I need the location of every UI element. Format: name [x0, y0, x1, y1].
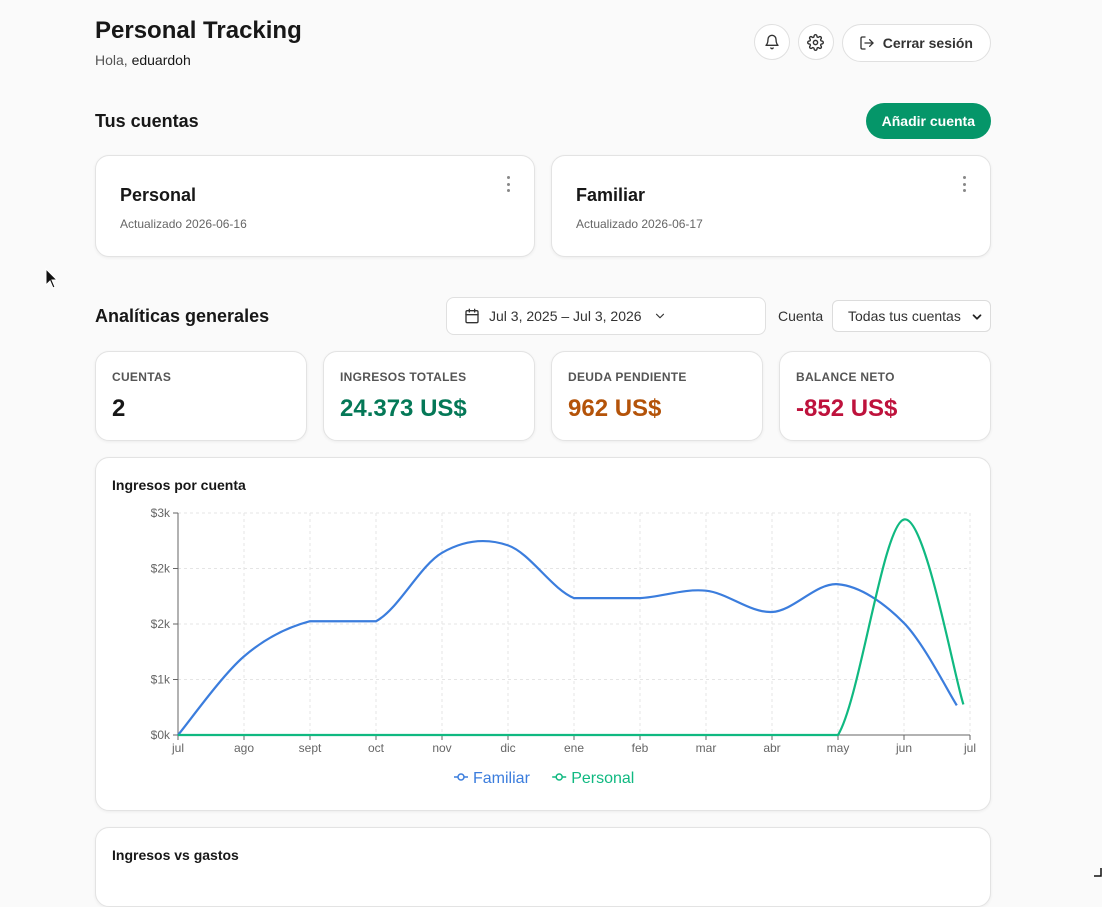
x-tick-label: nov	[432, 741, 451, 755]
y-tick-label: $0k	[151, 728, 171, 742]
account-filter-select[interactable]: Todas tus cuentas	[832, 300, 991, 332]
account-name: Personal	[120, 185, 197, 205]
chevron-down-icon	[655, 313, 664, 319]
x-tick-label: jun	[895, 741, 912, 755]
x-tick-label: abr	[763, 741, 780, 755]
settings-button[interactable]	[797, 24, 834, 60]
stat-value: 24.373 US$	[340, 395, 467, 422]
account-filter-value: Todas tus cuentas	[848, 308, 961, 324]
income-by-account-chart: $0k $1k $2k $2k $3k jul ago sept oct nov dic ene feb…	[151, 506, 976, 787]
page-title: Personal Tracking	[95, 17, 302, 44]
stat-card-accounts: CUENTAS 2	[95, 351, 307, 441]
date-range-picker[interactable]: Jul 3, 2025 – Jul 3, 2026	[446, 297, 766, 335]
account-filter-label: Cuenta	[778, 308, 824, 324]
legend-marker-dot	[555, 773, 563, 781]
logout-label: Cerrar sesión	[882, 35, 973, 51]
stat-label: INGRESOS TOTALES	[340, 370, 467, 384]
x-tick-label: jul	[963, 741, 976, 755]
stat-label: DEUDA PENDIENTE	[568, 370, 687, 384]
add-account-button[interactable]: Añadir cuenta	[865, 103, 991, 139]
x-tick-label: feb	[632, 741, 649, 755]
legend-label: Personal	[571, 770, 634, 787]
bell-icon	[765, 34, 779, 50]
stat-card-total-income: INGRESOS TOTALES 24.373 US$	[323, 351, 535, 441]
more-vertical-icon[interactable]	[504, 176, 512, 192]
y-tick-label: $2k	[151, 562, 171, 576]
accounts-grid: Personal Actualizado 2026-06-16 Familiar…	[95, 155, 991, 257]
gear-icon	[807, 33, 825, 51]
account-name: Familiar	[576, 185, 646, 205]
stat-value: -852 US$	[796, 395, 898, 422]
date-range-value: Jul 3, 2025 – Jul 3, 2026	[489, 308, 642, 324]
logout-icon	[860, 36, 874, 50]
legend-marker-dot	[457, 773, 465, 781]
chart-title: Ingresos vs gastos	[112, 847, 239, 863]
account-updated: Actualizado 2026-06-16	[120, 217, 247, 231]
analytics-header: Analíticas generales Jul 3, 2025 – Jul 3…	[95, 297, 991, 335]
stat-value: 2	[112, 395, 126, 422]
y-tick-label: $3k	[151, 506, 171, 520]
x-tick-label: ago	[234, 741, 254, 755]
y-tick-label: $1k	[151, 673, 171, 687]
account-card-personal[interactable]: Personal Actualizado 2026-06-16	[95, 155, 535, 257]
calendar-icon	[465, 308, 479, 324]
stat-card-pending-debt: DEUDA PENDIENTE 962 US$	[551, 351, 763, 441]
series-line-familiar	[177, 540, 958, 736]
more-vertical-icon[interactable]	[960, 176, 968, 192]
y-tick-label: $2k	[151, 617, 171, 631]
greeting-prefix: Hola,	[95, 52, 128, 68]
stat-label: CUENTAS	[112, 370, 172, 384]
greeting: Hola, eduardoh	[95, 52, 191, 68]
accounts-section: Tus cuentas Añadir cuenta Personal Actua…	[95, 103, 991, 257]
x-tick-label: dic	[500, 741, 515, 755]
legend-label: Familiar	[473, 770, 531, 787]
x-tick-label: jul	[171, 741, 184, 755]
x-tick-label: sept	[299, 741, 322, 755]
page-header: Personal Tracking Hola, eduardoh	[95, 16, 991, 76]
logout-button[interactable]: Cerrar sesión	[841, 24, 991, 62]
notifications-button[interactable]	[753, 24, 790, 60]
income-by-account-chart-card: Ingresos por cuenta $0k $1k $2k $2k $3k jul ag…	[95, 457, 991, 811]
accounts-title: Tus cuentas	[95, 111, 199, 131]
account-updated: Actualizado 2026-06-17	[576, 217, 703, 231]
series-line-personal	[178, 518, 965, 737]
stat-label: BALANCE NETO	[796, 370, 895, 384]
stat-value: 962 US$	[568, 395, 662, 422]
header-actions: Cerrar sesión	[753, 24, 991, 62]
x-tick-label: oct	[368, 741, 385, 755]
chevron-down-icon	[972, 314, 982, 320]
x-tick-label: may	[827, 741, 850, 755]
stats-grid: CUENTAS 2 INGRESOS TOTALES 24.373 US$ DE…	[95, 351, 991, 441]
account-card-familiar[interactable]: Familiar Actualizado 2026-06-17	[551, 155, 991, 257]
x-tick-label: ene	[564, 741, 584, 755]
resize-corner-icon	[1094, 868, 1102, 877]
username: eduardoh	[131, 52, 191, 68]
mouse-cursor-icon	[45, 268, 59, 289]
income-vs-expenses-chart-card: Ingresos vs gastos	[95, 827, 991, 907]
x-tick-label: mar	[696, 741, 717, 755]
analytics-title: Analíticas generales	[95, 306, 270, 326]
chart-title: Ingresos por cuenta	[112, 477, 246, 493]
stat-card-net-balance: BALANCE NETO -852 US$	[779, 351, 991, 441]
